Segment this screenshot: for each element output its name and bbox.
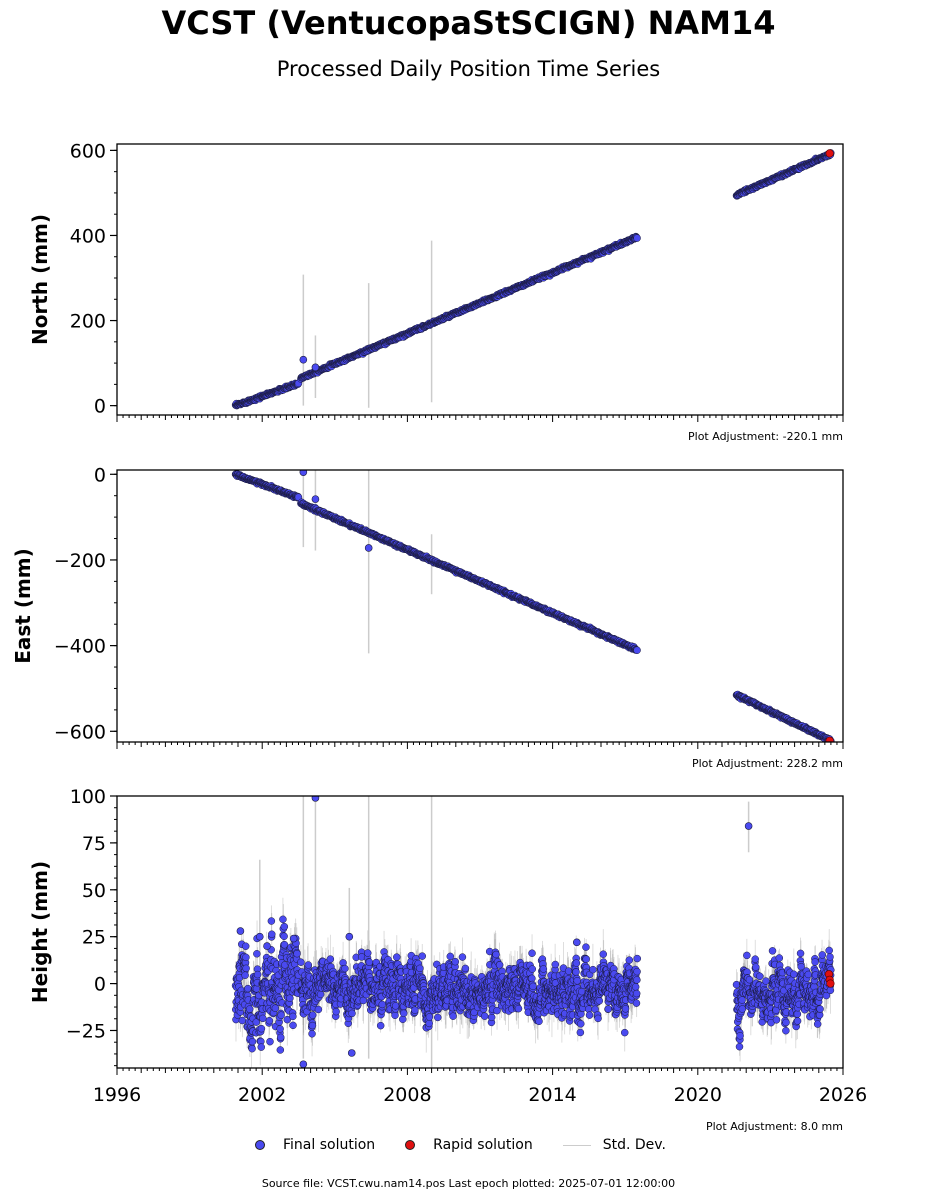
final-solution-point	[245, 1005, 254, 1013]
final-solution-point	[461, 964, 470, 973]
final-solution-point	[400, 1009, 408, 1018]
final-solution-outlier	[364, 544, 373, 552]
final-solution-point	[378, 1000, 387, 1009]
final-solution-point	[276, 1025, 284, 1033]
rapid-solution-point	[825, 736, 834, 742]
final-solution-point	[365, 958, 374, 966]
final-solution-point	[304, 961, 313, 969]
final-solution-point	[271, 1004, 280, 1012]
final-solution-point	[391, 1002, 400, 1010]
final-solution-point	[276, 1046, 285, 1054]
final-solution-point	[283, 1015, 292, 1024]
final-solution-point	[252, 1018, 261, 1026]
final-solution-point	[425, 1013, 434, 1021]
final-solution-point	[279, 915, 287, 924]
y-tick-label: 600	[70, 140, 106, 162]
final-solution-point	[393, 953, 401, 961]
final-solution-point	[248, 1044, 256, 1053]
final-solution-point	[451, 957, 460, 966]
plot-adjustment-label: Plot Adjustment: -220.1 mm	[688, 430, 843, 443]
final-solution-outlier	[311, 363, 320, 372]
final-solution-point	[314, 1005, 323, 1014]
final-solution-point	[425, 1019, 433, 1028]
final-solution-point	[257, 1043, 265, 1051]
final-solution-point	[244, 984, 252, 993]
final-solution-point	[289, 1012, 297, 1021]
final-solution-point	[276, 1033, 285, 1042]
final-solution-point	[434, 1013, 442, 1022]
final-solution-point	[265, 1016, 274, 1025]
final-solution-point	[280, 940, 289, 949]
plot-area	[231, 470, 835, 742]
final-solution-point	[280, 932, 288, 941]
final-solution-point	[241, 942, 250, 950]
final-solution-point	[242, 964, 250, 973]
y-axis-label: North (mm)	[28, 214, 52, 345]
final-solution-point	[308, 1030, 316, 1038]
final-solution-point	[259, 1014, 267, 1023]
final-solution-point	[268, 930, 276, 938]
y-tick-label: −400	[54, 636, 106, 658]
final-solution-point	[416, 964, 424, 973]
y-tick-label: 400	[70, 225, 106, 247]
final-solution-point	[449, 1012, 457, 1020]
y-tick-label: 0	[94, 464, 106, 486]
axes-frame	[116, 469, 844, 743]
final-solution-point	[308, 1011, 317, 1019]
page-subtitle: Processed Daily Position Time Series	[276, 57, 661, 81]
final-solution-point	[257, 1024, 266, 1033]
final-solution-outlier	[311, 495, 320, 503]
final-solution-point	[341, 964, 349, 973]
final-solution-point	[458, 953, 467, 961]
final-solution-outlier	[299, 355, 308, 364]
final-solution-point	[391, 1011, 399, 1020]
final-solution-point	[241, 971, 249, 979]
rapid-solution-point	[825, 149, 834, 158]
plot-area	[231, 149, 835, 410]
final-solution-point	[238, 1016, 247, 1025]
chart-panel-2: 0 −200 −400 −600 East (mm) Plot Adjustment: 2…	[11, 464, 844, 770]
y-tick-label: −600	[54, 721, 106, 743]
final-solution-point	[364, 949, 372, 957]
axes-frame	[116, 143, 844, 416]
y-tick-label: 0	[94, 396, 106, 418]
final-solution-point	[376, 1021, 385, 1030]
chart-panel-3: 1996 2002 2008 2014 2020 2026−250255075100Hei…	[28, 786, 867, 1133]
final-solution-point	[242, 953, 250, 962]
final-solution-point	[411, 1006, 419, 1014]
y-tick-label: 200	[70, 311, 106, 333]
final-solution-point	[308, 1021, 317, 1030]
final-solution-point	[418, 952, 427, 960]
chart-panel-1: 0 200 400 600 North (mm) Plot Adjustment: -22…	[28, 140, 844, 443]
final-solution-point	[248, 1037, 257, 1046]
y-tick-label: −200	[54, 550, 106, 572]
final-solution-point	[633, 646, 641, 654]
final-solution-outlier	[299, 470, 308, 476]
final-solution-point	[316, 990, 325, 999]
y-axis-label: East (mm)	[11, 548, 35, 664]
page-title: VCST (VentucopaStSCIGN) NAM14	[161, 4, 776, 42]
final-solution-point	[280, 922, 289, 931]
final-solution-point	[266, 1037, 274, 1046]
final-solution-point	[267, 917, 276, 925]
final-solution-point	[297, 958, 305, 966]
final-solution-point	[286, 994, 294, 1002]
final-solution-point	[348, 1009, 356, 1018]
final-solution-point	[277, 1011, 285, 1019]
final-solution-point	[253, 950, 261, 958]
plot-adjustment-label: Plot Adjustment: 228.2 mm	[692, 757, 843, 770]
final-solution-point	[326, 955, 335, 963]
final-solution-point	[253, 970, 262, 979]
final-solution-point	[332, 1007, 340, 1016]
plot-area	[231, 796, 835, 1068]
final-solution-point	[633, 234, 641, 242]
final-solution-point	[293, 949, 301, 958]
final-solution-point	[289, 1021, 297, 1030]
final-solution-point	[446, 952, 455, 961]
